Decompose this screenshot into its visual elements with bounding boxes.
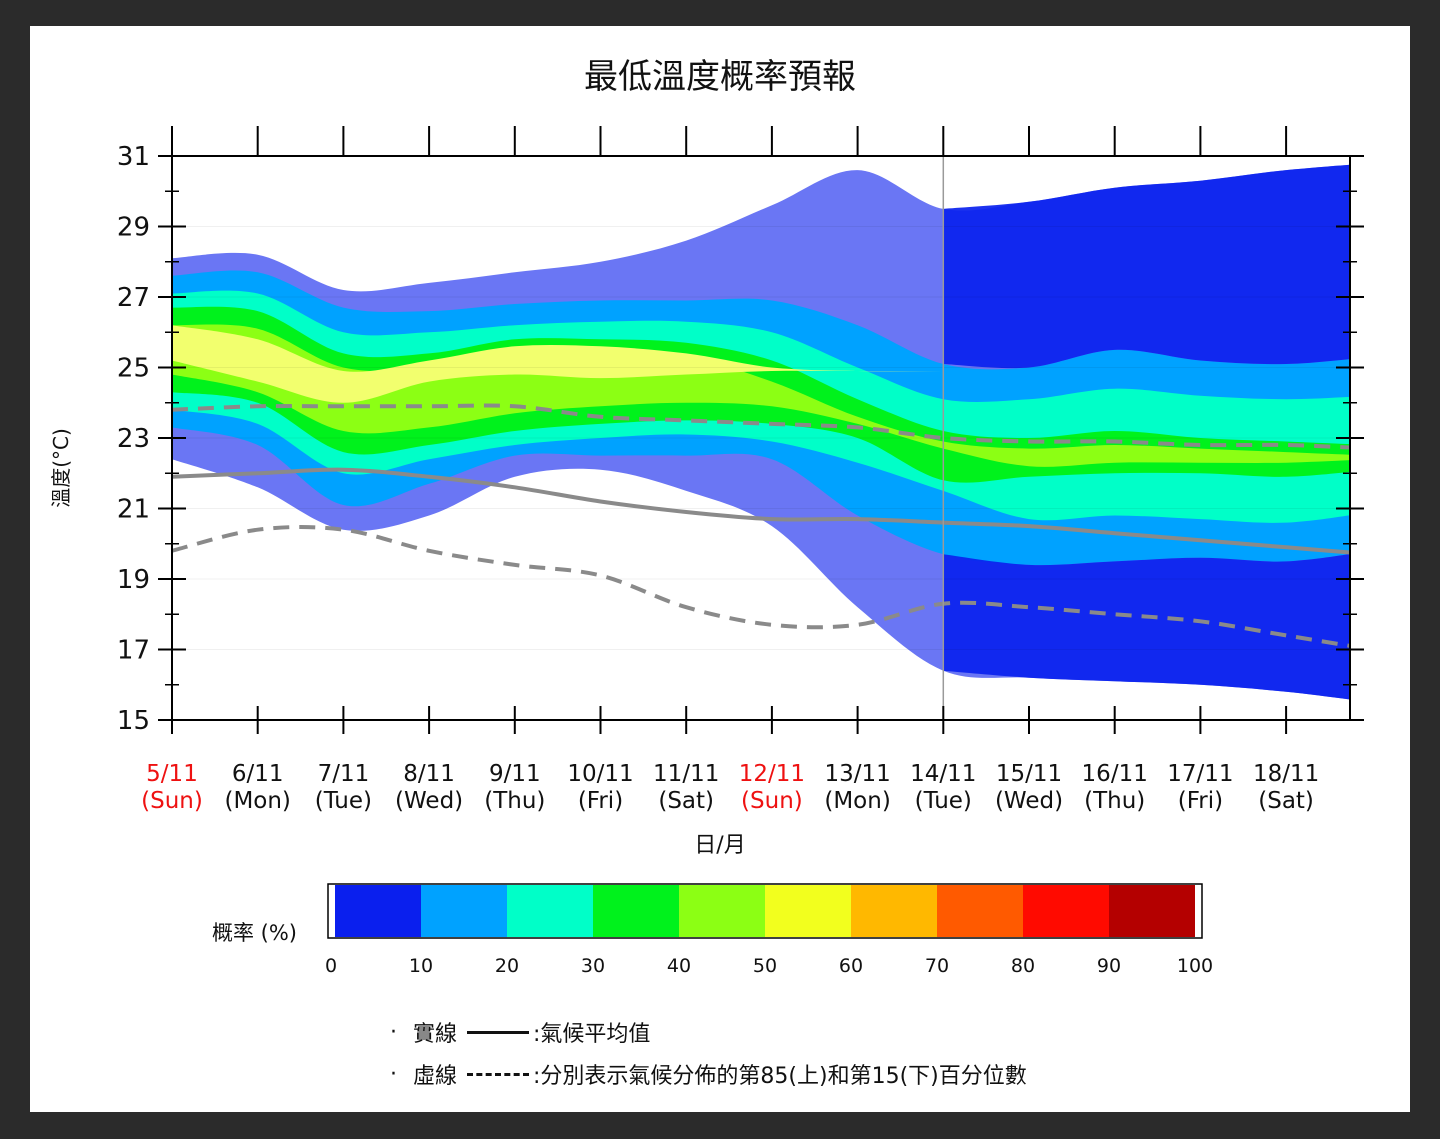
percentile-15-line [172,525,1350,648]
y-tick-label: 17 [117,636,150,666]
colorbar-tick-label: 50 [753,955,777,977]
x-tick-day: (Fri) [1178,788,1223,814]
x-tick-day: (Thu) [1084,788,1145,814]
x-tick-date: 8/11 [403,761,455,787]
x-tick-day: (Thu) [484,788,545,814]
colorbar-tick-label: 70 [925,955,949,977]
x-tick-day: (Fri) [578,788,623,814]
y-tick-label: 21 [117,495,150,525]
x-tick-date: 9/11 [489,761,541,787]
colorbar-swatch [593,885,679,937]
y-tick-label: 25 [117,354,150,384]
x-tick-day: (Wed) [395,788,463,814]
colorbar-swatch [851,885,937,937]
x-tick-day: (Sun) [141,788,203,814]
legend-solid-swatch [467,1030,530,1034]
y-tick-label: 19 [117,565,150,595]
x-tick-date: 7/11 [318,761,370,787]
colorbar-tick-label: 90 [1097,955,1121,977]
legend-solid: · 實線 :氣候平均值 [390,1016,650,1048]
x-tick-date: 13/11 [824,761,890,787]
x-tick-date: 11/11 [653,761,719,787]
y-tick-label: 29 [117,213,150,243]
legend-bullet: · [390,1061,397,1087]
colorbar-tick-label: 100 [1177,955,1213,977]
forecast-tail-upper [943,164,1350,369]
colorbar-swatch [421,885,507,937]
colorbar-tick-label: 80 [1011,955,1035,977]
y-tick-label: 31 [117,142,150,172]
x-tick-date: 14/11 [910,761,976,787]
x-tick-day: (Sat) [1258,788,1314,814]
colorbar-tick-label: 60 [839,955,863,977]
x-tick-date: 15/11 [996,761,1062,787]
colorbar-swatch [1023,885,1109,937]
x-tick-day: (Wed) [995,788,1063,814]
x-tick-day: (Sat) [658,788,714,814]
colorbar-swatch [765,885,851,937]
x-tick-day: (Tue) [315,788,372,814]
climate-mean-line [172,467,1350,555]
x-tick-date: 10/11 [567,761,633,787]
legend-dashed-desc: :分別表示氣候分佈的第85(上)和第15(下)百分位數 [533,1064,1027,1089]
colorbar-tick-label: 20 [495,955,519,977]
x-tick-labels: 5/11(Sun)6/11(Mon)7/11(Tue)8/11(Wed)9/11… [141,761,1319,814]
y-tick-label: 23 [117,424,150,454]
legend-bullet: · [390,1019,397,1045]
colorbar-swatch [507,885,593,937]
legend-dashed: · 虛線 :分別表示氣候分佈的第85(上)和第15(下)百分位數 [390,1058,1027,1090]
x-tick-date: 17/11 [1167,761,1233,787]
y-axis-label: 溫度(°C) [49,428,73,508]
legend-solid-name: 實線 [413,1022,458,1047]
x-tick-day: (Mon) [224,788,290,814]
colorbar-tick-label: 0 [325,955,337,977]
colorbar-tick-label: 30 [581,955,605,977]
y-tick-label: 27 [117,283,150,313]
x-tick-date: 16/11 [1082,761,1148,787]
x-tick-day: (Sun) [741,788,803,814]
forecast-tail-lower [943,554,1350,700]
colorbar-swatch [1109,885,1195,937]
x-axis-label: 日/月 [694,833,745,858]
colorbar-swatch [679,885,765,937]
x-tick-date: 6/11 [232,761,284,787]
chart-title: 最低溫度概率預報 [584,57,856,97]
x-tick-day: (Mon) [824,788,890,814]
y-tick-label: 15 [117,706,150,736]
colorbar: 0 10 20 30 40 50 60 70 80 90 100 [325,883,1213,977]
legend-solid-desc: :氣候平均值 [533,1022,651,1047]
climate-lines [172,403,1350,648]
x-tick-date: 18/11 [1253,761,1319,787]
x-tick-date: 5/11 [146,761,198,787]
percentile-85-line [172,403,1350,450]
axes: 15 17 19 21 23 25 27 29 31 [117,126,1364,736]
colorbar-tick-label: 10 [409,955,433,977]
colorbar-swatch [937,885,1023,937]
colorbar-label: 概率 (%) [212,921,297,945]
legend-dashed-swatch [467,1072,530,1076]
colorbar-swatch [335,885,421,937]
x-tick-day: (Tue) [915,788,972,814]
legend-dashed-name: 虛線 [413,1064,458,1089]
chart-frame: 最低溫度概率預報 15 17 19 21 23 25 27 29 31 5/11 (Sun) 6/1… [30,26,1410,1112]
probability-bands [172,164,1350,700]
x-tick-date: 12/11 [739,761,805,787]
colorbar-tick-label: 40 [667,955,691,977]
band-40-percent [172,324,1350,467]
